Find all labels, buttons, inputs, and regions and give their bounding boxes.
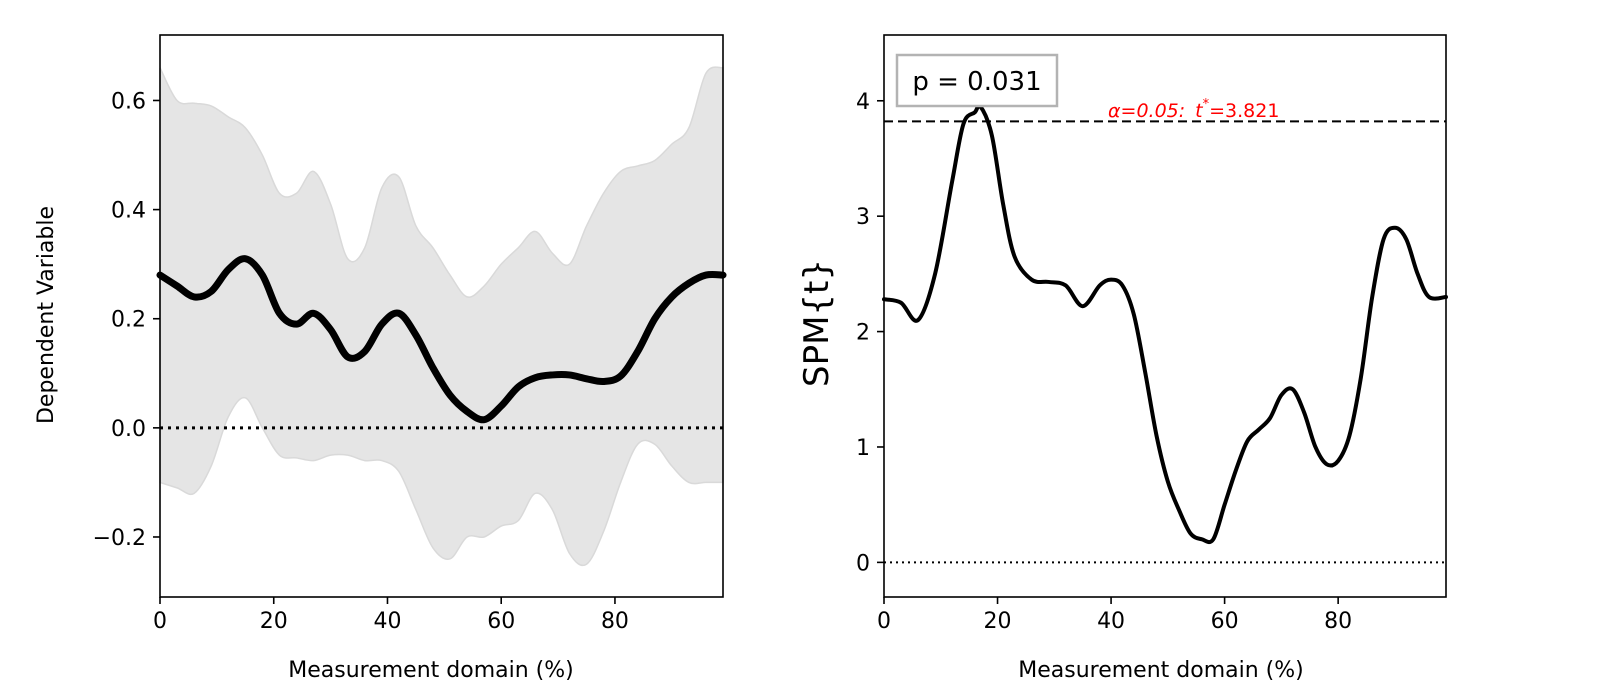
left-chart-panel: 0 20 40 60 80 −0.2 0.0 0.2 0.4 0.6 Measurement d… — [34, 34, 727, 683]
right-y-tick-label: 1 — [856, 436, 870, 461]
p-value-annotation: p = 0.031 — [912, 67, 1041, 97]
right-y-tick-label: 4 — [856, 90, 870, 115]
threshold-value-label: =3.821 — [1209, 100, 1279, 122]
right-axes-frame — [883, 34, 1447, 598]
right-y-tick-label: 3 — [856, 205, 870, 230]
left-y-tick-label: 0.4 — [111, 199, 146, 224]
left-axes-frame — [159, 34, 724, 598]
left-x-axis-label: Measurement domain (%) — [288, 658, 573, 683]
right-x-tick-label: 60 — [1211, 609, 1239, 634]
threshold-t-superscript: * — [1203, 97, 1210, 112]
left-y-tick-label: 0.6 — [111, 89, 146, 114]
left-y-axis-label: Dependent Variable — [34, 206, 59, 424]
left-x-tick-label: 20 — [260, 609, 288, 634]
right-x-tick-label: 40 — [1097, 609, 1125, 634]
right-x-tick-label: 80 — [1324, 609, 1352, 634]
right-x-tick-label: 20 — [984, 609, 1012, 634]
right-y-tick-label: 2 — [856, 321, 870, 346]
left-x-tick-label: 0 — [153, 609, 167, 634]
threshold-alpha-label: α=0.05: — [1108, 100, 1185, 122]
threshold-label: α=0.05: t*=3.821 — [1108, 97, 1279, 122]
left-y-tick-label: 0.2 — [111, 308, 146, 333]
right-chart-panel: 0 20 40 60 80 0 1 2 3 4 p = 0.031 α=0.05: t*=3.82… — [797, 34, 1448, 683]
right-y-axis-label: SPM{t} — [797, 259, 837, 387]
left-x-tick-label: 60 — [487, 609, 515, 634]
right-y-tick-label: 0 — [856, 551, 870, 576]
p-value-box — [895, 53, 1059, 108]
left-x-tick-label: 40 — [373, 609, 401, 634]
threshold-t-symbol: t — [1195, 100, 1204, 122]
right-x-axis-label: Measurement domain (%) — [1018, 658, 1303, 683]
left-y-tick-label: −0.2 — [93, 526, 146, 551]
left-y-tick-label: 0.0 — [111, 417, 146, 442]
right-x-tick-label: 0 — [877, 609, 891, 634]
right-series-line-spm-t- — [882, 103, 1448, 545]
left-series-line-mean — [156, 255, 727, 424]
left-x-tick-label: 80 — [601, 609, 629, 634]
